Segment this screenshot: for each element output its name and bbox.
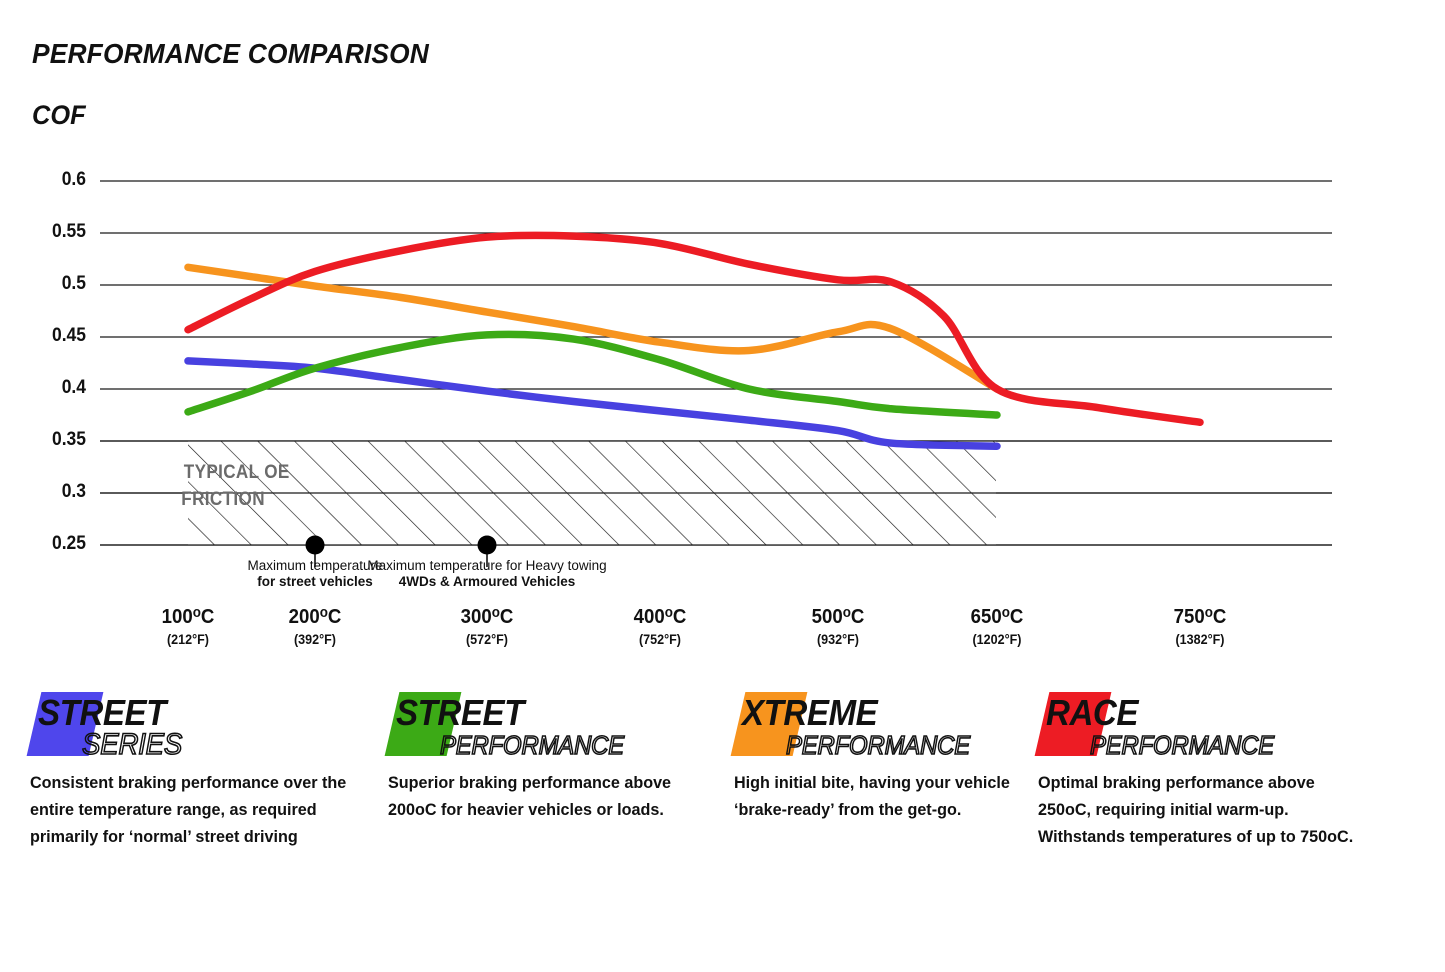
marker-callout-line2: 4WDs & Armoured Vehicles xyxy=(398,574,576,590)
x-tick-fahrenheit: (212°F) xyxy=(166,632,209,648)
logo-top-text: RACE xyxy=(1046,692,1139,733)
gridlines-overlay xyxy=(100,440,1332,546)
product-logo: STREET SERIES xyxy=(26,686,370,764)
x-tick-fahrenheit: (392°F) xyxy=(293,632,336,648)
temperature-marker-dot xyxy=(477,535,497,555)
x-tick-celsius: 100oC xyxy=(161,605,215,629)
temperature-markers xyxy=(305,535,497,567)
x-tick-fahrenheit: (1202°F) xyxy=(972,632,1022,648)
x-tick-label: 750oC (1382°F) xyxy=(1140,605,1260,647)
y-tick-label: 0.4 xyxy=(61,377,86,398)
product-description: Optimal braking performance above 250oC,… xyxy=(1038,774,1354,847)
logo-bottom-text: PERFORMANCE xyxy=(785,729,971,761)
x-tick-celsius: 200oC xyxy=(288,605,342,629)
x-tick-label: 300oC (572°F) xyxy=(427,605,547,647)
product-card-xtreme[interactable]: XTREME PERFORMANCE High initial bite, havi… xyxy=(730,686,1024,824)
product-logo: STREET PERFORMANCE xyxy=(384,686,718,764)
performance-chart: 0.6 0.55 0.5 0.45 0.4 0.35 0.3 0.25 TYPICAL OE … xyxy=(51,169,1332,647)
marker-callout-line1: Maximum temperature for Heavy towing xyxy=(367,558,607,573)
x-tick-fahrenheit: (752°F) xyxy=(638,632,681,648)
y-tick-label: 0.45 xyxy=(51,325,86,346)
x-tick-celsius: 650oC xyxy=(970,605,1024,629)
product-card-race[interactable]: RACE PERFORMANCE Optimal braking performan… xyxy=(1034,686,1378,852)
x-tick-fahrenheit: (1382°F) xyxy=(1175,632,1225,648)
band-label-line2: FRICTION xyxy=(181,489,265,510)
marker-callout: Maximum temperature for Heavy towing 4WDs… xyxy=(312,558,662,591)
marker-callout-line1: Maximum temperature xyxy=(247,558,383,573)
chart-series xyxy=(184,231,1204,450)
marker-callout-line2: for street vehicles xyxy=(257,574,373,590)
logo-top-text: STREET xyxy=(38,692,166,733)
x-tick-label: 500oC (932°F) xyxy=(778,605,898,647)
product-description: Superior braking performance above 200oC… xyxy=(388,774,672,820)
y-tick-label: 0.3 xyxy=(61,481,86,502)
x-tick-celsius: 500oC xyxy=(811,605,865,629)
logo-bottom-text: PERFORMANCE xyxy=(1089,729,1275,761)
x-tick-celsius: 750oC xyxy=(1173,605,1227,629)
y-tick-label: 0.25 xyxy=(51,533,86,554)
x-tick-fahrenheit: (932°F) xyxy=(816,632,859,648)
x-tick-label: 100oC (212°F) xyxy=(128,605,248,647)
series-line-race-performance xyxy=(184,231,1204,427)
product-card-street[interactable]: STREET SERIES Consistent braking performan… xyxy=(26,686,370,852)
product-description: High initial bite, having your vehicle ‘… xyxy=(734,774,1010,820)
series-line-xtreme-performance xyxy=(184,263,1001,393)
y-tick-label: 0.6 xyxy=(61,169,86,190)
product-logo: RACE PERFORMANCE xyxy=(1034,686,1378,764)
product-description: Consistent braking performance over the … xyxy=(30,774,347,847)
y-tick-label: 0.35 xyxy=(51,429,86,450)
band-label-line1: TYPICAL OE xyxy=(183,462,290,483)
logo-bottom-text: PERFORMANCE xyxy=(439,729,625,761)
product-legend: STREET SERIES Consistent braking performan… xyxy=(26,686,1420,956)
temperature-marker-dot xyxy=(305,535,325,555)
y-tick-label: 0.55 xyxy=(51,221,86,242)
y-tick-label: 0.5 xyxy=(61,273,86,294)
page-title: PERFORMANCE COMPARISON xyxy=(32,38,430,69)
chart-plot-svg xyxy=(100,180,1332,567)
x-tick-label: 650oC (1202°F) xyxy=(937,605,1057,647)
logo-bottom-text: SERIES xyxy=(81,727,183,762)
y-axis-title: COF xyxy=(32,100,86,130)
series-line-street-performance xyxy=(184,330,1001,419)
x-tick-celsius: 300oC xyxy=(460,605,514,629)
product-card-street[interactable]: STREET PERFORMANCE Superior braking perfor… xyxy=(384,686,718,824)
marker-callout: Maximum temperature for street vehicles xyxy=(200,558,430,591)
x-tick-label: 200oC (392°F) xyxy=(255,605,375,647)
x-tick-fahrenheit: (572°F) xyxy=(465,632,508,648)
product-logo: XTREME PERFORMANCE xyxy=(730,686,1024,764)
logo-top-text: STREET xyxy=(396,692,524,733)
x-tick-celsius: 400oC xyxy=(633,605,687,629)
x-tick-label: 400oC (752°F) xyxy=(600,605,720,647)
logo-top-text: XTREME xyxy=(742,692,878,733)
